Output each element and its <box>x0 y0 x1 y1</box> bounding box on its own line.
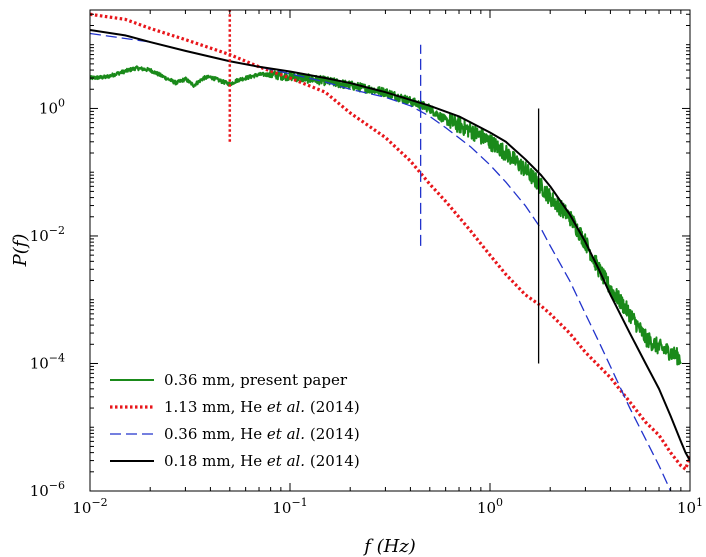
series-line-0 <box>90 65 682 366</box>
vertical-marker-layer <box>228 10 540 364</box>
series-layer <box>90 12 690 491</box>
y-axis-label: P(f) <box>10 234 31 268</box>
legend-label-3: 0.18 mm, He et al. (2014) <box>164 452 360 470</box>
x-tick-label: 101 <box>677 496 703 517</box>
x-axis-label: f (Hz) <box>362 536 416 557</box>
tick-layer: 10−2 10−1 100 101 10−6 10−4 10−2 100 <box>30 10 703 517</box>
y-tick-label: 10−6 <box>30 479 65 500</box>
legend: 0.36 mm, present paper 1.13 mm, He et al.… <box>110 371 360 470</box>
y-tick-label: 10−2 <box>30 224 65 245</box>
series-line-1 <box>90 12 690 471</box>
legend-label-1: 1.13 mm, He et al. (2014) <box>164 398 360 416</box>
series-line-3 <box>90 29 690 462</box>
y-tick-label: 100 <box>39 96 65 117</box>
x-tick-label: 100 <box>477 496 503 517</box>
y-tick-label: 10−4 <box>30 351 65 372</box>
x-tick-label: 10−1 <box>272 496 307 517</box>
legend-label-0: 0.36 mm, present paper <box>164 371 348 389</box>
legend-label-2: 0.36 mm, He et al. (2014) <box>164 425 360 443</box>
x-tick-label: 10−2 <box>72 496 107 517</box>
